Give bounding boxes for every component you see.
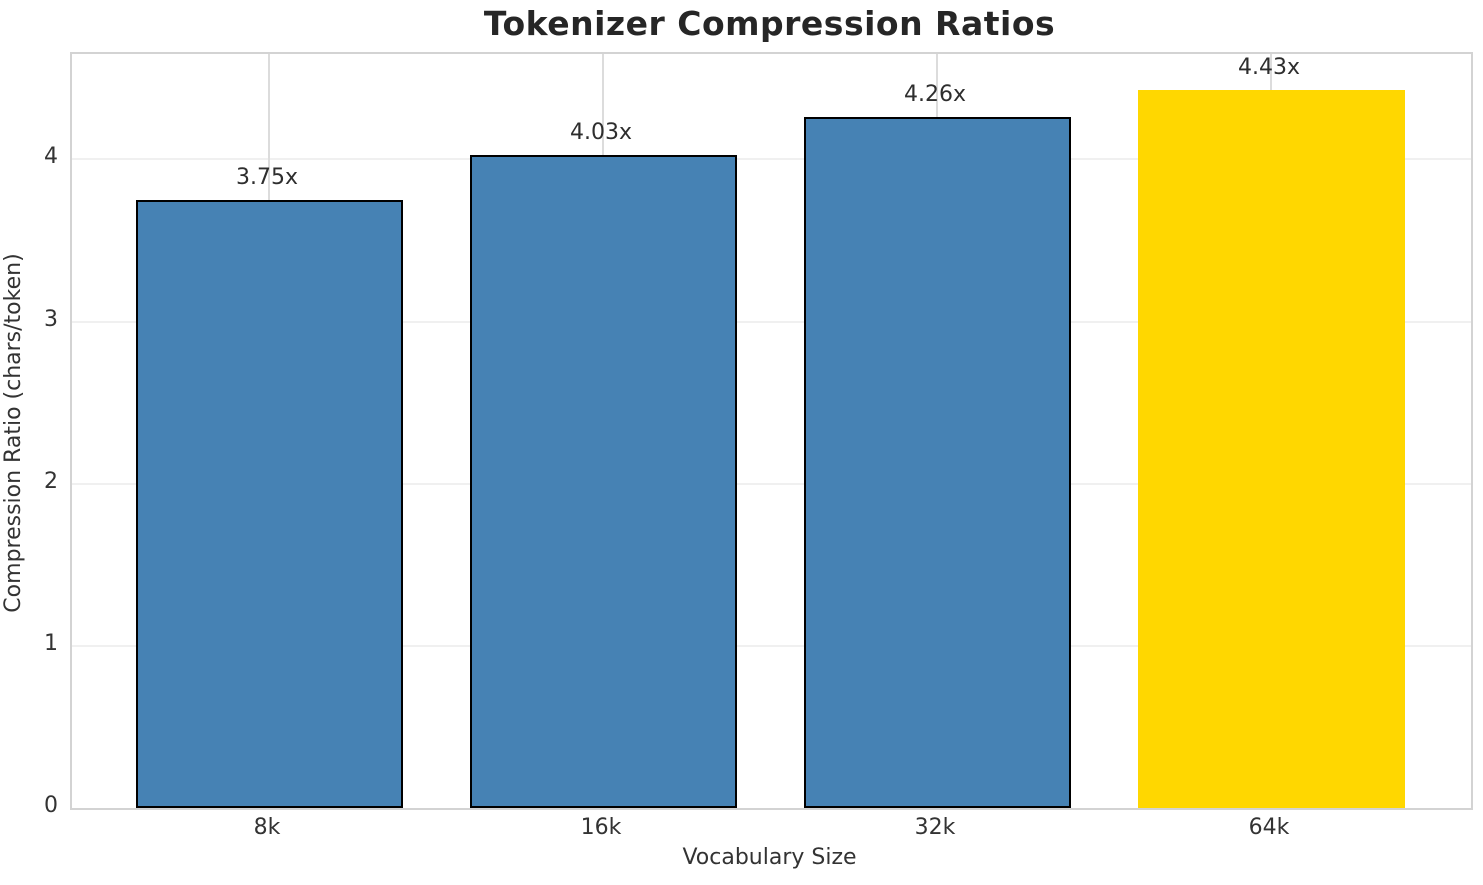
y-axis-label: Compression Ratio (chars/token) — [1, 253, 26, 613]
bar-value-label: 4.03x — [569, 119, 632, 145]
gridline-horizontal — [72, 644, 1471, 647]
y-tick-label: 0 — [44, 793, 58, 818]
bar — [469, 154, 737, 808]
chart-title: Tokenizer Compression Ratios — [483, 4, 1056, 43]
bar-value-label: 4.43x — [1237, 54, 1300, 80]
x-tick-label: 32k — [914, 815, 956, 840]
y-tick-label: 3 — [44, 306, 58, 332]
bar-value-label: 4.26x — [903, 82, 966, 108]
bar — [1137, 89, 1405, 808]
y-tick-label: 4 — [44, 144, 58, 170]
x-tick-label: 16k — [580, 815, 622, 840]
x-axis-label: Vocabulary Size — [682, 845, 857, 870]
gridline-horizontal — [72, 158, 1471, 161]
gridline-horizontal — [72, 320, 1471, 323]
bar — [803, 117, 1071, 808]
gridline-horizontal — [72, 482, 1471, 485]
x-tick-label: 64k — [1248, 815, 1290, 840]
plot-area — [70, 52, 1473, 810]
y-tick-label: 1 — [44, 630, 58, 656]
bar-value-label: 3.75x — [235, 164, 298, 190]
y-tick-label: 2 — [44, 468, 58, 494]
bar — [135, 199, 403, 808]
x-tick-label: 8k — [253, 815, 281, 840]
